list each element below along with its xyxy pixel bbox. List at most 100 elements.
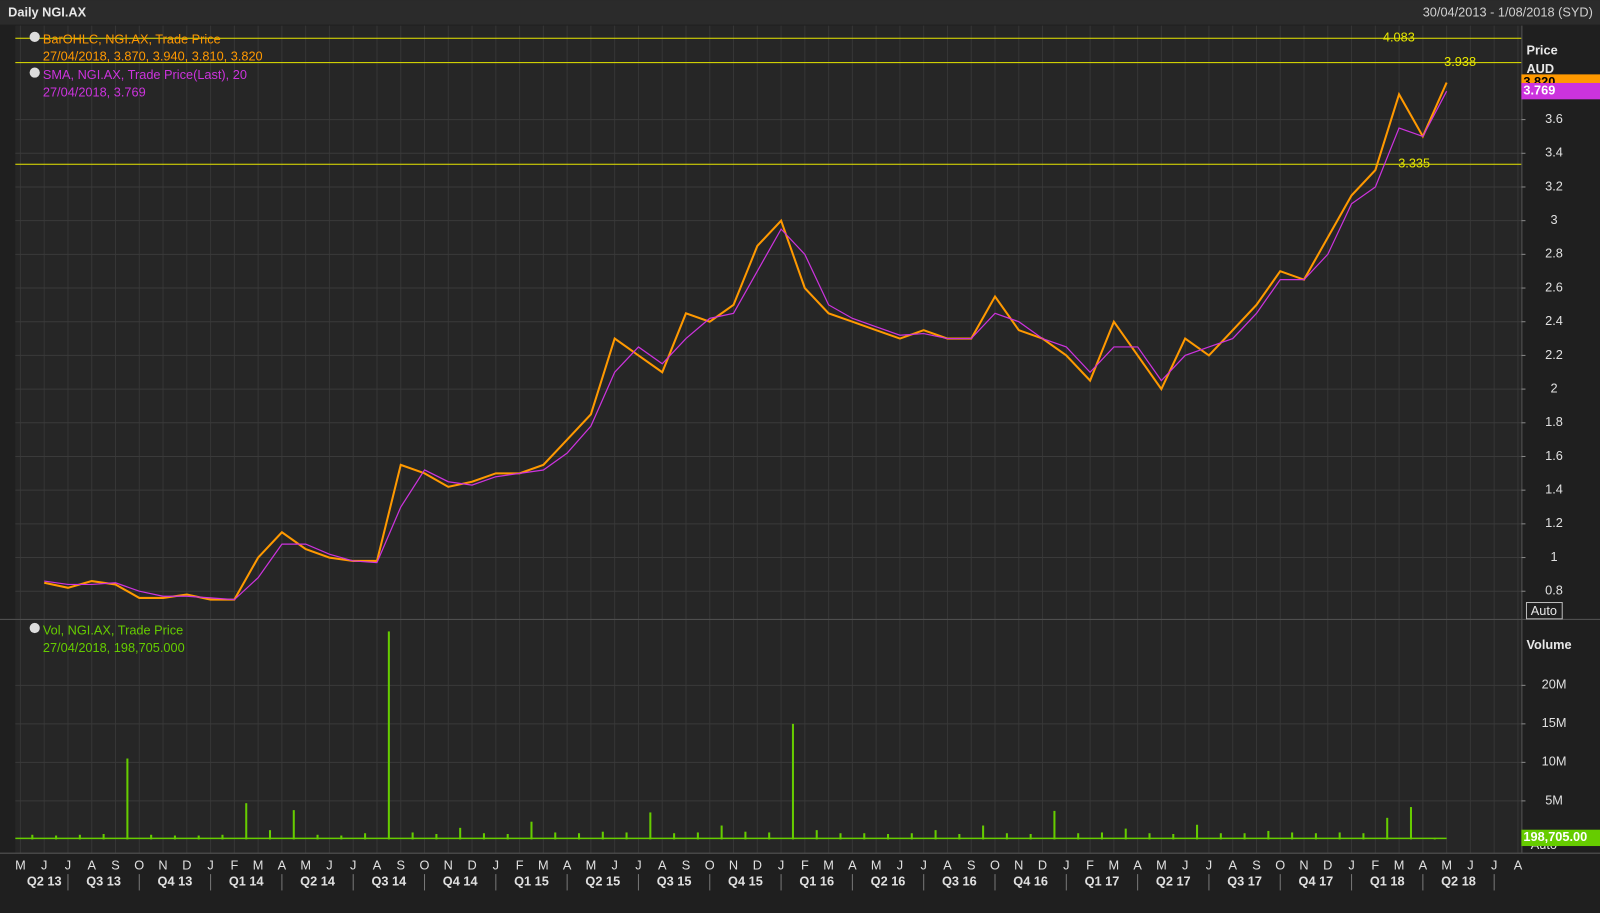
y-tick-label: 3 [1551,212,1558,227]
quarter-label: Q4 17 [1299,874,1334,889]
legend-icon[interactable] [29,31,40,42]
y-tick-label: 1.4 [1545,482,1563,497]
x-tick-label: J [350,857,356,872]
y-tick-label: 2.6 [1545,279,1563,294]
quarter-label: Q2 17 [1156,874,1191,889]
volume-bar [1267,830,1270,840]
quarter-label: Q4 14 [443,874,479,889]
volume-axis-label: Volume [1526,637,1571,652]
x-tick-label: O [990,857,1000,872]
x-tick-label: S [682,857,691,872]
x-tick-label: F [801,857,809,872]
x-tick-label: F [1086,857,1094,872]
y-tick-label: 3.4 [1545,145,1563,160]
volume-bar [364,833,367,840]
quarter-label: Q2 13 [27,874,62,889]
y-tick-label: 2.4 [1545,313,1563,328]
x-tick-label: J [493,857,499,872]
quarter-label: Q3 17 [1227,874,1262,889]
last-value-tag [1521,829,1600,847]
x-tick-label: J [1467,857,1473,872]
quarter-label: Q2 15 [585,874,620,889]
auto-button[interactable] [1525,602,1563,620]
y-tick-label: 3.6 [1545,111,1563,126]
volume-bar [102,834,105,840]
volume-bar [1172,834,1175,840]
x-tick-label: J [611,857,617,872]
price-axis-label: Price [1526,43,1557,58]
volume-bar [1409,807,1413,840]
volume-bar [1291,832,1294,840]
quarter-label: Q4 15 [728,874,763,889]
x-tick-label: F [1371,857,1379,872]
legend-icon[interactable] [29,622,40,634]
x-tick-label: N [158,857,167,872]
volume-bar [958,834,961,840]
volume-bar [506,834,509,840]
price-unit: AUD [1526,61,1554,76]
volume-bar [910,833,913,840]
x-tick-label: S [967,857,976,872]
x-tick-label: J [326,857,332,872]
x-tick-label: A [373,857,382,872]
x-tick-label: A [1419,857,1428,872]
x-tick-label: J [65,857,71,872]
x-tick-label: O [705,857,715,872]
volume-panel [15,619,1522,853]
x-tick-label: A [658,857,667,872]
x-tick-label: A [943,857,952,872]
legend-entry: Vol, NGI.AX, Trade Price [43,622,183,637]
volume-bar [1005,833,1008,840]
volume-bar [578,833,581,840]
x-tick-label: N [1014,857,1023,872]
volume-bar [1338,832,1341,840]
x-tick-label: J [635,857,641,872]
volume-bar [768,832,771,840]
volume-bar [268,830,272,840]
volume-bar [459,827,462,840]
quarter-label: Q3 15 [657,874,692,889]
x-tick-label: J [921,857,927,872]
layer [15,25,1522,853]
y-tick-label: 1.2 [1545,515,1563,530]
quarter-label: Q3 16 [942,874,977,889]
volume-bar [1100,832,1103,840]
legend-detail: 27/04/2018, 198,705.000 [43,640,185,655]
x-tick-label: J [1491,857,1497,872]
x-tick-label: F [230,857,238,872]
x-tick-label: J [1182,857,1188,872]
x-tick-label: A [87,857,96,872]
x-tick-label: A [563,857,572,872]
x-tick-label: J [897,857,903,872]
volume-bar [316,834,319,840]
volume-bar [1219,833,1222,840]
x-tick-label: M [823,857,834,872]
volume-bar [982,825,985,840]
last-value-label: 198,705.00 [1523,829,1587,844]
price-scale-mode[interactable]: Auto [1531,603,1557,618]
x-tick-label: D [182,857,191,872]
level-label: 3.335 [1398,156,1430,171]
price-line [44,90,1448,601]
x-tick-label: A [848,857,857,872]
volume-bar [934,830,937,840]
x-tick-label: J [207,857,213,872]
quarter-label: Q2 18 [1441,874,1476,889]
volume-bar [1362,833,1365,840]
date-range: 30/04/2013 - 1/08/2018 (SYD) [1423,5,1593,20]
volume-bar [387,631,390,840]
quarter-label: Q1 16 [799,874,834,889]
legend-icon[interactable] [29,67,40,78]
volume-bar [1243,833,1246,840]
x-tick-label: M [1441,857,1452,872]
volume-bar [1386,817,1389,840]
x-tick-label: J [1348,857,1354,872]
x-tick-label: A [1133,857,1142,872]
x-tick-label: M [300,857,311,872]
x-tick-label: M [253,857,264,872]
volume-bar [31,834,34,840]
title-bar [0,0,1600,25]
volume-bar [78,834,81,840]
volume-bar [887,834,890,840]
